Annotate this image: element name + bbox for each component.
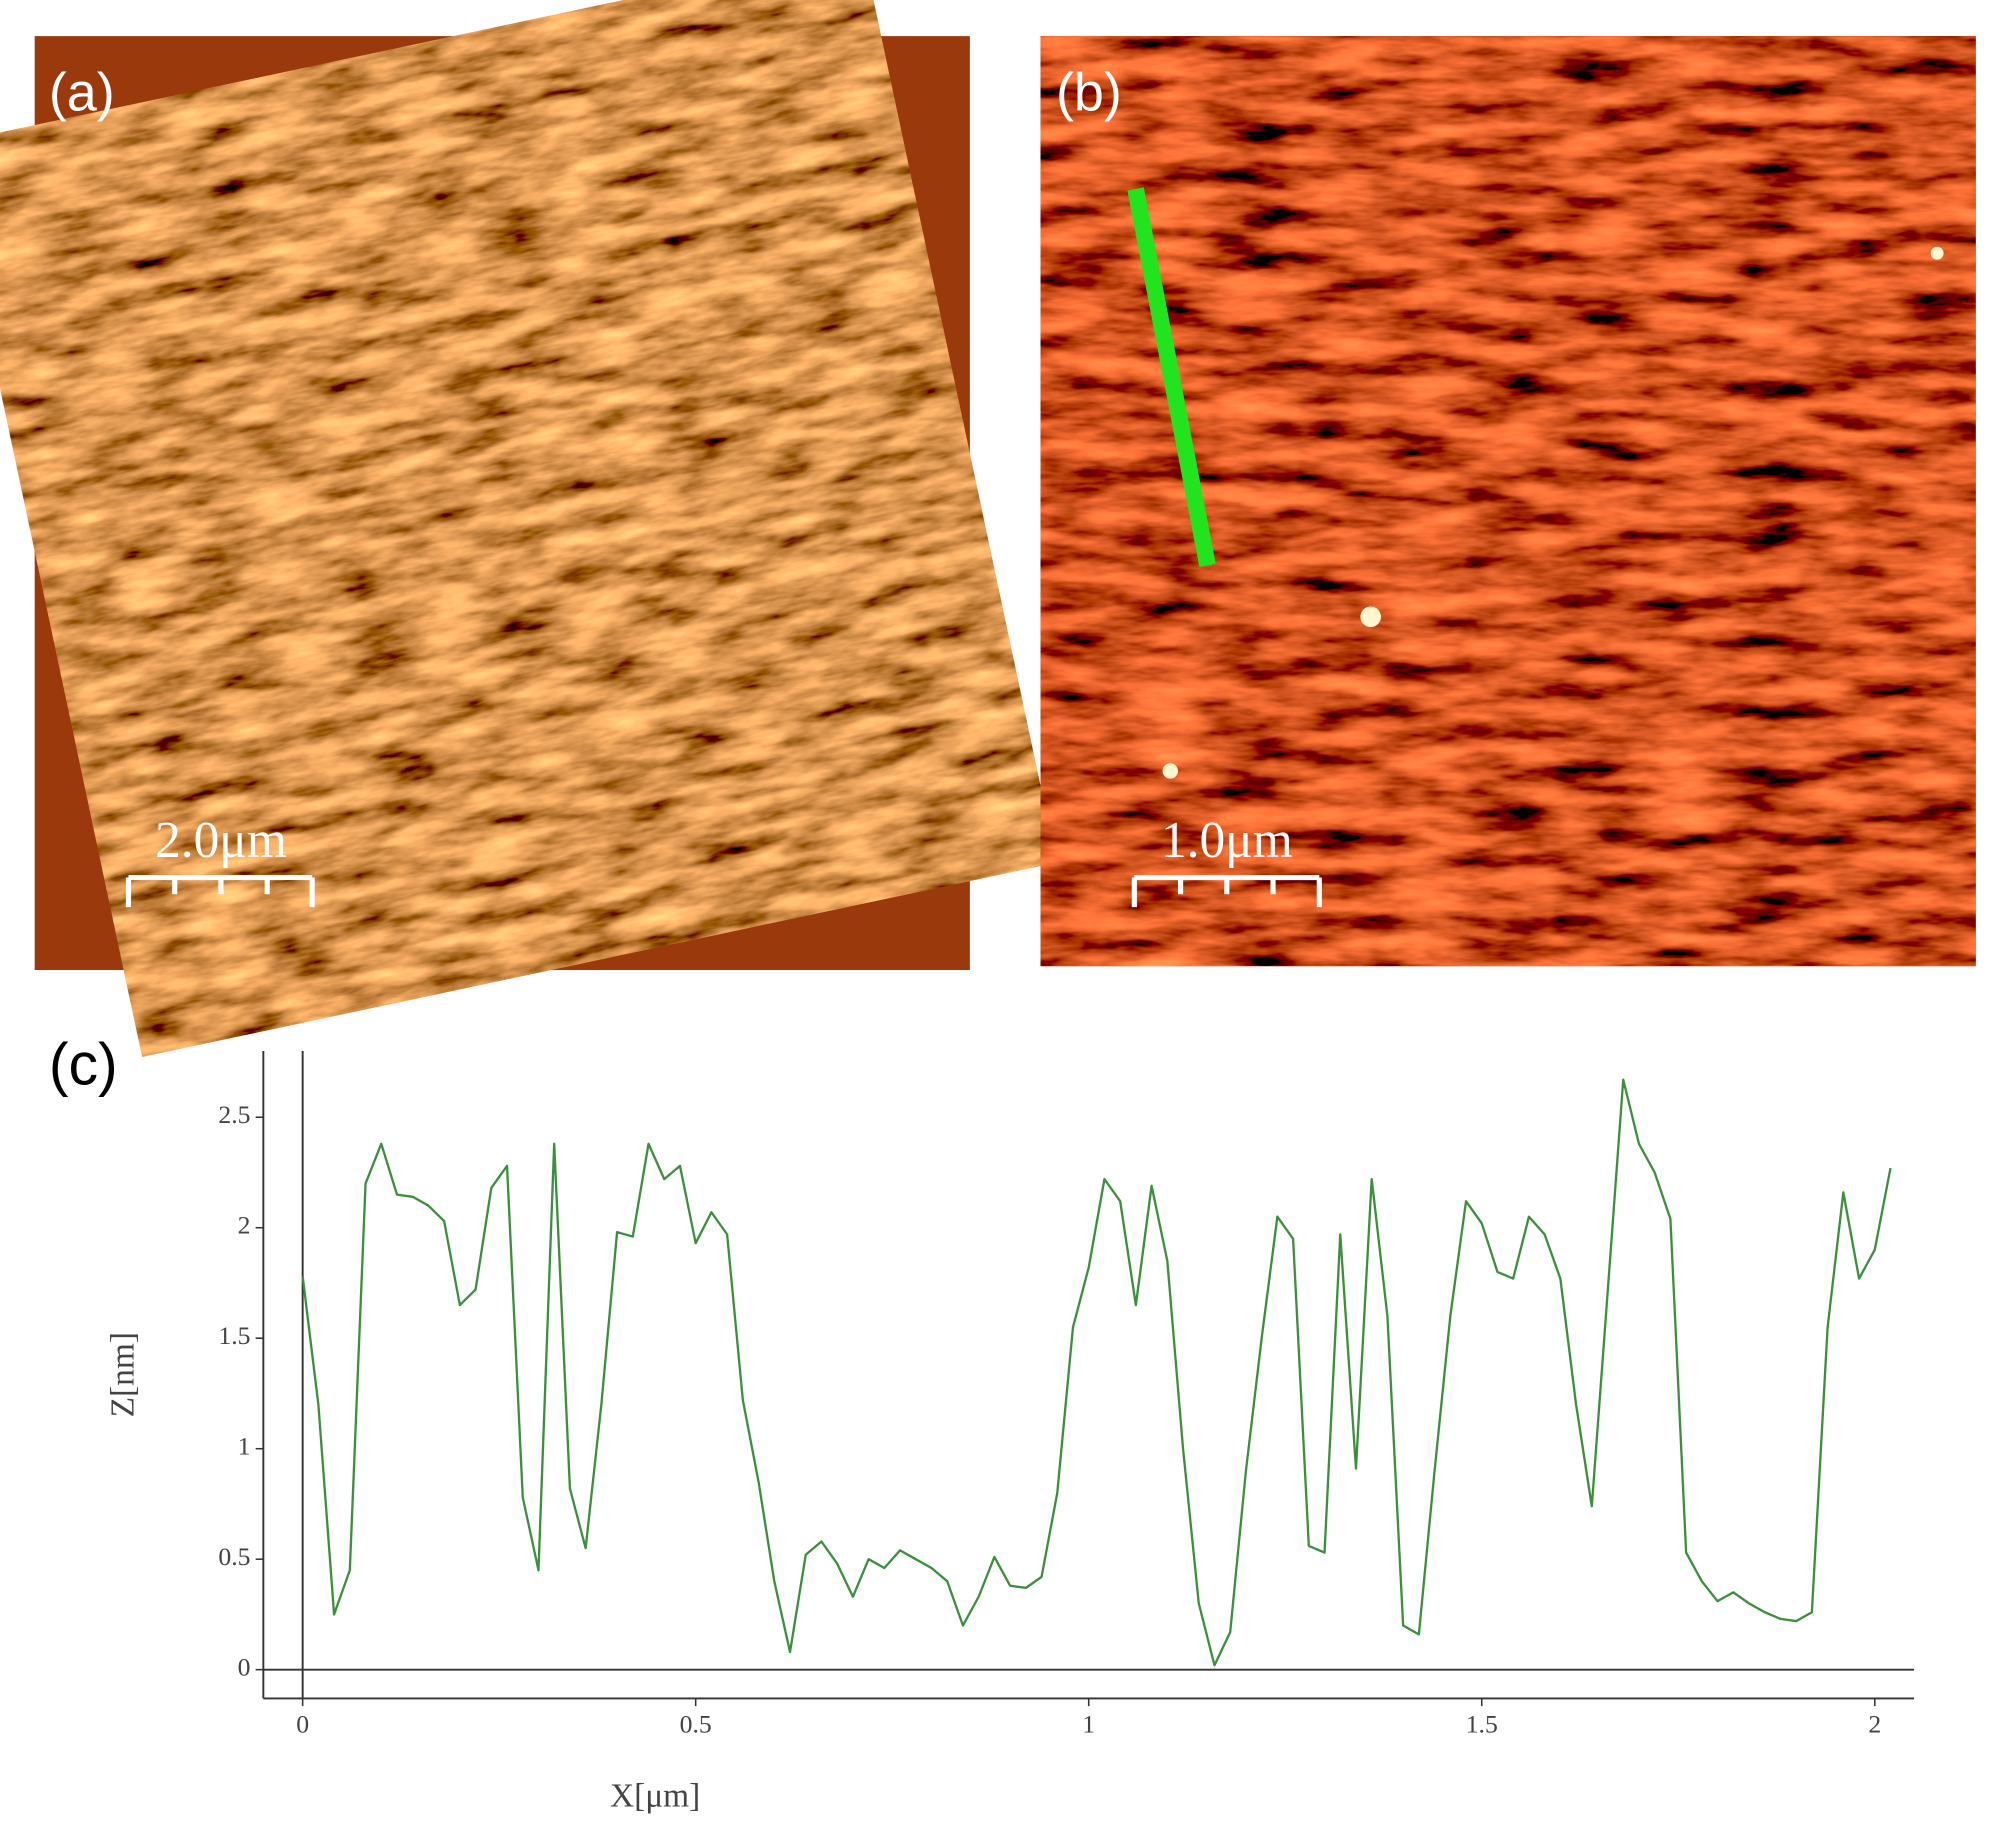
- x-axis-label: X[μm]: [610, 1777, 700, 1814]
- scale-bar-label: 2.0μm: [155, 812, 287, 869]
- particle: [1360, 606, 1381, 628]
- scale-bar-label: 1.0μm: [1161, 812, 1293, 869]
- y-tick-label: 0: [238, 1653, 251, 1682]
- y-axis-label: Z[nm]: [105, 1332, 142, 1417]
- x-tick-label: 0.5: [680, 1710, 712, 1739]
- x-tick-label: 0: [296, 1710, 309, 1739]
- panel-label: (b): [1056, 63, 1122, 123]
- y-tick-label: 1.5: [218, 1321, 250, 1350]
- scale-bar-b: [1131, 874, 1322, 908]
- y-tick-label: 0.5: [218, 1542, 250, 1571]
- particle: [1930, 246, 1944, 260]
- afm-texture-a-fill: [0, 0, 1057, 1058]
- y-tick-label: 2.5: [218, 1100, 250, 1129]
- x-tick-label: 2: [1868, 1710, 1881, 1739]
- plot: 0 0.5 1 1.5 2 2.5 0 0.5 1 1.5 2: [218, 1050, 1915, 1739]
- x-tick-label: 1: [1082, 1710, 1095, 1739]
- scale-bar-line: [125, 874, 315, 908]
- scale-bar-line: [1131, 874, 1322, 908]
- y-tick-label: 2: [238, 1211, 251, 1240]
- x-tick-label: 1.5: [1466, 1710, 1498, 1739]
- profile-line: [301, 1078, 1892, 1667]
- scale-bar-a: [125, 874, 315, 908]
- profile-line: [1127, 187, 1216, 567]
- panel-label: (c): [49, 1032, 118, 1098]
- y-tick-label: 1: [238, 1432, 251, 1461]
- afm-texture-a: [0, 0, 1057, 1058]
- afm-texture-a-box: [0, 0, 1057, 1058]
- particle: [1162, 763, 1178, 779]
- panel-label: (a): [49, 63, 115, 123]
